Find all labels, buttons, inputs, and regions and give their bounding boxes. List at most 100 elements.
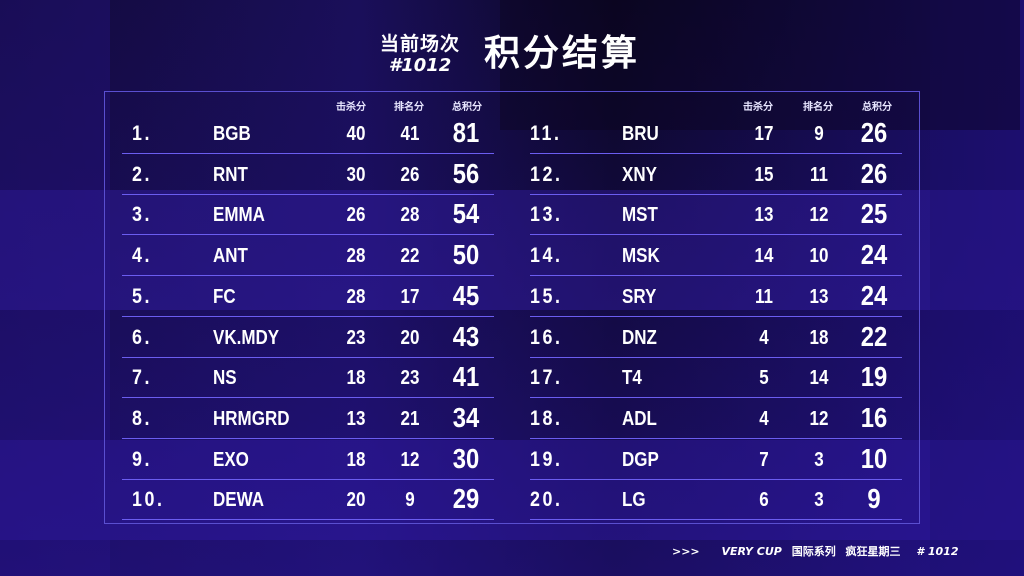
table-row: 4. ANT 28 22 50 <box>122 236 494 277</box>
kill-points: 18 <box>346 448 366 471</box>
team-name: T4 <box>622 367 642 390</box>
total-points: 16 <box>860 401 888 433</box>
rank-cell: 5. <box>132 284 152 308</box>
total-points: 10 <box>860 442 888 474</box>
kill-points: 40 <box>346 123 366 145</box>
placement-points: 26 <box>400 163 420 186</box>
total-points: 19 <box>860 361 888 393</box>
total-points: 50 <box>452 239 480 271</box>
rank-cell: 14. <box>530 244 563 268</box>
row-divider <box>122 356 494 358</box>
header-kill-points: 击杀分 <box>336 102 366 113</box>
match-label: 当前场次 <box>379 33 460 55</box>
kill-points: 6 <box>759 489 769 512</box>
rank-cell: 20. <box>530 488 563 512</box>
placement-points: 28 <box>400 204 420 227</box>
table-row: 2. RNT 30 26 56 <box>122 155 494 195</box>
rank-cell: 3. <box>132 203 152 227</box>
team-name: EXO <box>213 448 249 471</box>
header-placement-points: 排名分 <box>394 102 424 113</box>
background-band <box>930 0 1024 576</box>
placement-points: 3 <box>814 448 824 471</box>
rank-cell: 19. <box>530 447 563 471</box>
placement-points: 22 <box>400 245 420 268</box>
page-title: 积分结算 <box>484 33 641 74</box>
background-band <box>0 190 1024 310</box>
team-name: DNZ <box>622 326 657 349</box>
placement-points: 14 <box>809 367 829 390</box>
header-kill-points: 击杀分 <box>743 102 773 113</box>
table-row: 20. LG 6 3 9 <box>530 480 902 521</box>
kill-points: 28 <box>346 245 366 268</box>
table-row: 9. EXO 18 12 30 <box>122 440 494 480</box>
total-points: 26 <box>860 157 888 189</box>
footer-match: # 1012 <box>916 545 959 558</box>
table-row: 16. DNZ 4 18 22 <box>530 318 902 358</box>
rank-cell: 15. <box>530 284 563 308</box>
rank-cell: 18. <box>530 406 563 430</box>
table-row: 12. XNY 15 11 26 <box>530 155 902 195</box>
header-total-points: 总积分 <box>862 102 892 113</box>
row-divider <box>530 437 902 439</box>
footer: >>> VERY CUP 国际系列 疯狂星期三 # 1012 <box>672 543 959 559</box>
row-divider <box>122 519 494 521</box>
table-row: 3. EMMA 26 28 54 <box>122 195 494 236</box>
team-name: BGB <box>213 123 251 145</box>
kill-points: 4 <box>759 326 769 349</box>
row-divider <box>530 478 902 480</box>
rank-cell: 17. <box>530 366 563 390</box>
team-name: RNT <box>213 163 248 186</box>
row-divider <box>530 153 902 154</box>
total-points: 30 <box>452 442 480 474</box>
placement-points: 41 <box>400 123 420 145</box>
table-row: 8. HRMGRD 13 21 34 <box>122 399 494 439</box>
total-points: 45 <box>452 279 480 311</box>
team-name: LG <box>622 489 646 512</box>
placement-points: 12 <box>400 448 420 471</box>
table-row: 10. DEWA 20 9 29 <box>122 480 494 521</box>
row-divider <box>122 153 494 154</box>
table-row: 18. ADL 4 12 16 <box>530 399 902 439</box>
total-points: 22 <box>860 320 888 352</box>
title-area: 当前场次 #1012 积分结算 <box>370 30 670 80</box>
kill-points: 5 <box>759 367 769 390</box>
kill-points: 18 <box>346 367 366 390</box>
row-divider <box>122 234 494 236</box>
row-divider <box>122 437 494 439</box>
total-points: 24 <box>860 239 888 271</box>
kill-points: 13 <box>754 204 774 227</box>
placement-points: 23 <box>400 367 420 390</box>
kill-points: 28 <box>346 285 366 308</box>
placement-points: 18 <box>809 326 829 349</box>
rank-cell: 9. <box>132 447 152 471</box>
team-name: ANT <box>213 245 248 268</box>
team-name: MSK <box>622 245 660 268</box>
team-name: DGP <box>622 448 659 471</box>
placement-points: 12 <box>809 407 829 430</box>
kill-points: 13 <box>346 407 366 430</box>
total-points: 26 <box>860 117 888 148</box>
table-row: 14. MSK 14 10 24 <box>530 236 902 277</box>
row-divider <box>530 356 902 358</box>
rank-cell: 6. <box>132 325 152 349</box>
placement-points: 13 <box>809 285 829 308</box>
table-row: 1. BGB 40 41 81 <box>122 114 494 154</box>
kill-points: 17 <box>754 123 774 145</box>
rank-cell: 11. <box>530 122 562 145</box>
row-divider <box>530 275 902 277</box>
table-row: 17. T4 5 14 19 <box>530 358 902 399</box>
header-placement-points: 排名分 <box>803 102 833 113</box>
team-name: MST <box>622 204 658 227</box>
table-row: 5. FC 28 17 45 <box>122 277 494 317</box>
header-total-points: 总积分 <box>452 102 482 113</box>
total-points: 24 <box>860 279 888 311</box>
row-divider <box>122 478 494 480</box>
placement-points: 21 <box>400 407 420 430</box>
rank-cell: 8. <box>132 406 152 430</box>
background-band <box>500 0 1020 130</box>
kill-points: 15 <box>754 163 774 186</box>
team-name: FC <box>213 285 236 308</box>
total-points: 43 <box>452 320 480 352</box>
row-divider <box>530 397 902 399</box>
total-points: 81 <box>452 117 480 148</box>
